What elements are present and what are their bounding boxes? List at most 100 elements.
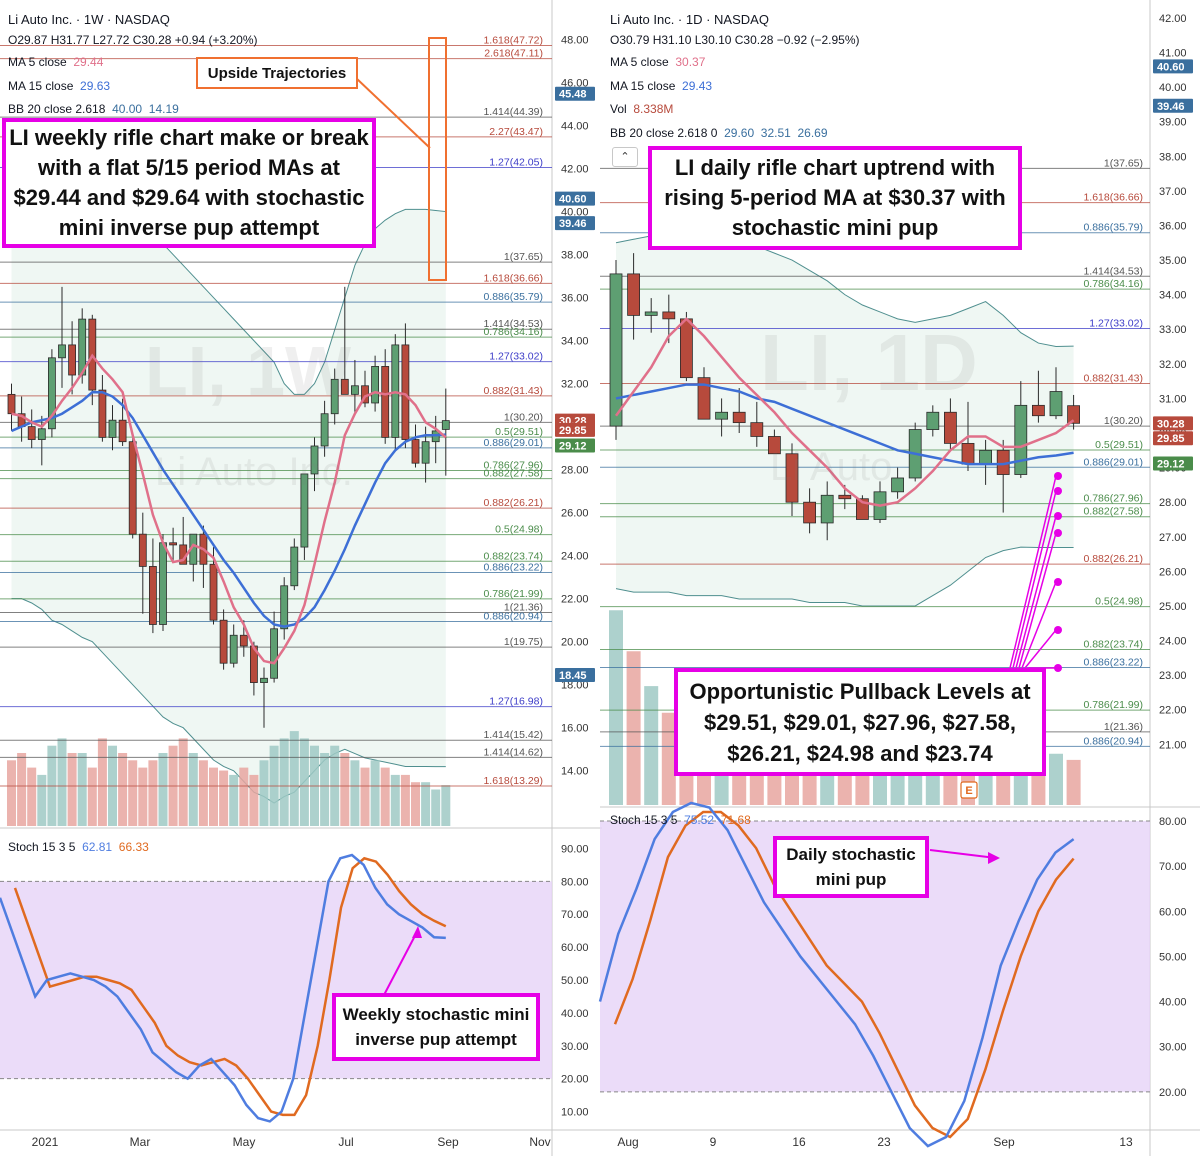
weekly-title: Li Auto Inc. · 1W · NASDAQ: [8, 12, 170, 27]
weekly-x-tick-label: Sep: [437, 1135, 459, 1149]
weekly-ohlc: O29.87 H31.77 L27.72 C30.28 +0.94 (+3.20…: [8, 33, 258, 47]
daily-x-tick-label: 16: [792, 1135, 806, 1149]
upside-pointer-line: [355, 77, 431, 149]
weekly-y-tick-label: 26.00: [561, 508, 589, 520]
weekly-volume-bar: [279, 738, 289, 826]
weekly-candle-body: [209, 563, 218, 621]
weekly-volume-bar: [97, 738, 107, 826]
weekly-fib-label: 1.618(36.66): [483, 272, 543, 284]
weekly-ma5-row: MA 5 close 29.44: [8, 55, 103, 69]
collapse-legend-button[interactable]: ⌃: [612, 147, 638, 167]
weekly-y-tick-label: 22.00: [561, 594, 589, 606]
weekly-stoch-tick-label: 20.00: [561, 1074, 589, 1086]
daily-fib-label: 1(37.65): [1104, 157, 1143, 169]
weekly-volume-bar: [148, 760, 158, 826]
weekly-candle-body: [350, 385, 359, 395]
weekly-y-tick-label: 42.00: [561, 164, 589, 176]
weekly-fib-label: 1.618(47.72): [483, 35, 543, 47]
daily-stoch-tick-label: 80.00: [1159, 816, 1187, 828]
daily-y-tick-label: 40.00: [1159, 82, 1187, 94]
pullback-pointer-line: [1015, 515, 1057, 669]
weekly-candle-body: [58, 344, 66, 359]
weekly-candle-body: [68, 344, 76, 376]
weekly-watermark-sub: Li Auto Inc.: [155, 450, 353, 494]
weekly-price-tag: [555, 438, 595, 453]
daily-y-tick-label: 39.00: [1159, 117, 1187, 129]
pullback-pointer-dot: [1054, 529, 1062, 537]
daily-price-tag-label: 39.46: [1157, 101, 1185, 113]
weekly-candle-body: [280, 585, 289, 630]
weekly-fib-label: 1(37.65): [504, 251, 543, 263]
daily-fib-label: 0.5(24.98): [1095, 596, 1143, 608]
daily-candle-body: [627, 273, 640, 316]
weekly-volume-bar: [158, 753, 168, 826]
daily-candle-body: [979, 449, 992, 465]
weekly-volume-bar: [360, 767, 370, 826]
daily-volume-bar: [626, 651, 641, 805]
weekly-candle-body: [320, 413, 329, 447]
daily-fib-label: 0.882(23.74): [1083, 639, 1143, 651]
weekly-fib-label: 0.5(24.98): [495, 524, 543, 536]
weekly-volume-bar: [118, 753, 128, 826]
daily-ma5-row: MA 5 close 30.37: [610, 55, 705, 69]
daily-x-tick-label: 23: [877, 1135, 891, 1149]
weekly-stoch-d: 66.33: [118, 840, 149, 854]
daily-volume-bar: [1066, 759, 1081, 805]
daily-stoch-d: 71.68: [720, 813, 751, 827]
weekly-y-tick-label: 28.00: [561, 465, 589, 477]
daily-fib-label: 0.786(21.99): [1083, 699, 1143, 711]
weekly-fib-label: 0.882(26.21): [483, 497, 543, 509]
weekly-price-tag-label: 29.12: [559, 441, 587, 453]
daily-vol-row: Vol 8.338M: [610, 102, 673, 116]
weekly-candle-body: [37, 428, 46, 440]
weekly-y-tick-label: 20.00: [561, 637, 589, 649]
weekly-fib-label: 2.27(43.47): [489, 126, 543, 138]
daily-vol-label: Vol: [610, 102, 627, 116]
daily-fib-label: 1(30.20): [1104, 415, 1143, 427]
daily-y-tick-label: 34.00: [1159, 290, 1187, 302]
daily-bb-lower-line: [615, 546, 1074, 607]
earnings-marker-icon: [960, 781, 978, 799]
weekly-price-tag: [555, 191, 595, 206]
daily-watermark: LI, 1D: [760, 318, 978, 407]
daily-stoch-tick-label: 40.00: [1159, 997, 1187, 1009]
weekly-stoch-tick-label: 60.00: [561, 942, 589, 954]
weekly-stoch-k-line: [0, 853, 446, 1123]
daily-y-tick-label: 25.00: [1159, 601, 1187, 613]
weekly-stoch-k: 62.81: [82, 840, 113, 854]
daily-y-tick-label: 22.00: [1159, 705, 1187, 717]
daily-vol-value: 8.338M: [633, 102, 674, 116]
weekly-fib-label: 0.882(23.74): [483, 550, 543, 562]
daily-candle-body: [697, 377, 711, 420]
daily-y-tick-label: 21.00: [1159, 739, 1187, 751]
daily-fib-label: 0.886(35.79): [1083, 222, 1143, 234]
weekly-fib-label: 0.882(27.58): [483, 468, 543, 480]
weekly-volume-bar: [57, 738, 67, 826]
daily-stoch-label: Stoch 15 3 5: [610, 813, 678, 827]
daily-candle-body: [609, 273, 623, 427]
daily-bb-row: BB 20 close 2.618 0 29.60 32.51 26.69: [610, 126, 828, 140]
daily-candle-body: [768, 436, 781, 455]
daily-stoch-arrow-head: [988, 852, 1000, 864]
daily-stoch-tick-label: 20.00: [1159, 1087, 1187, 1099]
weekly-volume-bar: [400, 774, 410, 826]
weekly-candle-body: [108, 419, 117, 438]
weekly-price-tag-label: 40.60: [559, 194, 587, 206]
weekly-price-tag-label: 18.45: [559, 670, 587, 682]
weekly-candle-body: [48, 357, 56, 430]
weekly-stoch-d-line: [13, 856, 447, 1117]
daily-candle-body: [785, 453, 799, 503]
pullback-pointer-dot: [1054, 664, 1062, 672]
weekly-volume-bar: [138, 767, 148, 826]
pullback-pointer-line: [1021, 581, 1057, 669]
weekly-stoch-tick-label: 90.00: [561, 843, 589, 855]
weekly-volume-bar: [229, 774, 239, 826]
weekly-volume-bar: [7, 760, 16, 826]
weekly-volume-bar: [77, 753, 87, 826]
daily-candle-body: [662, 311, 676, 320]
weekly-x-tick-label: Jul: [338, 1135, 353, 1149]
daily-bb-upper: 32.51: [760, 126, 791, 140]
weekly-y-tick-label: 32.00: [561, 379, 589, 391]
weekly-volume-bar: [178, 738, 188, 826]
weekly-watermark: LI, 1W: [145, 332, 351, 410]
